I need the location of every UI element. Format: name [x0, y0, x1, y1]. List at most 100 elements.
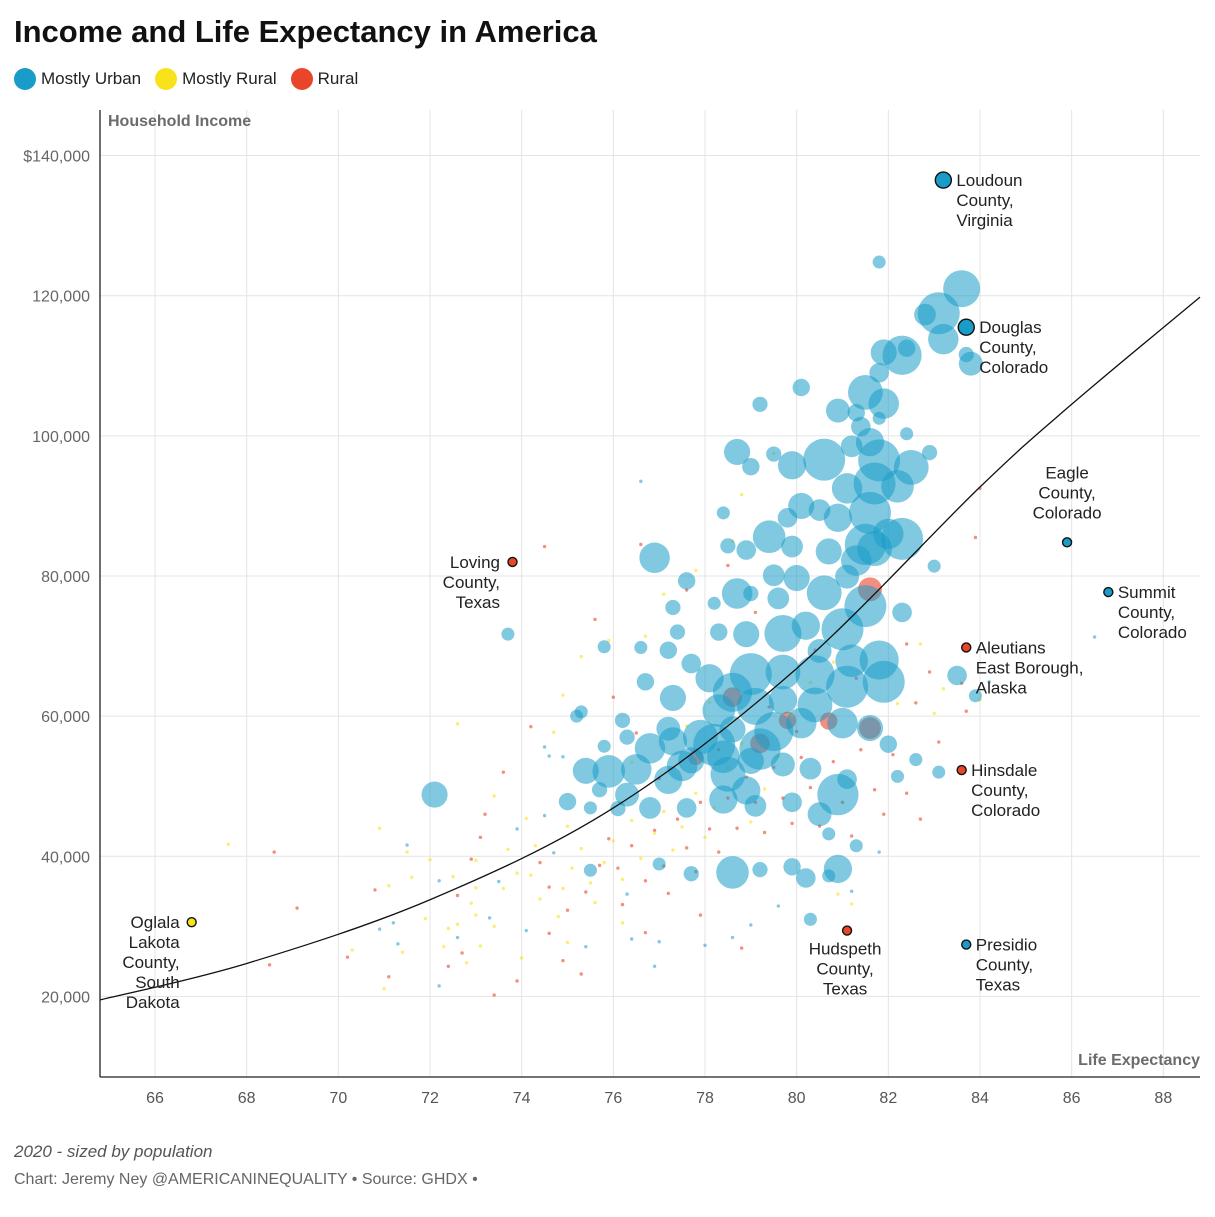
data-point-mostly-rural: [387, 884, 391, 888]
annotation-label-line: Summit: [1118, 583, 1176, 602]
data-point-mostly-urban: [795, 655, 835, 695]
data-point-rural: [726, 563, 730, 568]
data-point-mostly-urban: [629, 937, 634, 941]
data-point-mostly-urban: [659, 684, 686, 711]
data-point-rural: [762, 830, 767, 835]
data-point-rural: [684, 846, 689, 850]
data-point-mostly-urban: [776, 904, 781, 908]
data-point-mostly-rural: [849, 902, 854, 906]
annotation-label-line: Texas: [456, 593, 500, 612]
data-point-mostly-urban: [892, 602, 912, 623]
annotation-label-line: Dakota: [126, 993, 180, 1012]
data-point-mostly-urban: [592, 755, 626, 788]
annotation-label-line: Aleutians: [976, 638, 1046, 657]
data-point-mostly-rural: [611, 839, 616, 843]
data-point-mostly-urban: [870, 339, 897, 366]
data-point-mostly-urban: [716, 856, 749, 889]
y-tick-label: 60,000: [41, 709, 90, 726]
annotated-point: [186, 916, 197, 928]
data-point-mostly-urban: [921, 445, 938, 461]
data-point-mostly-urban: [710, 623, 728, 641]
data-point-mostly-urban: [799, 757, 822, 780]
data-point-mostly-rural: [662, 592, 666, 596]
data-point-mostly-rural: [579, 654, 583, 659]
data-point-mostly-rural: [474, 858, 478, 863]
annotated-point: [957, 318, 975, 336]
data-point-rural: [882, 812, 886, 816]
data-point-rural: [611, 695, 616, 699]
data-point-rural: [698, 800, 703, 805]
data-point-mostly-urban: [927, 559, 941, 573]
data-point-mostly-urban: [782, 792, 802, 813]
data-point-mostly-urban: [803, 438, 846, 481]
data-point-mostly-rural: [529, 873, 533, 877]
data-point-mostly-urban: [391, 921, 396, 925]
data-point-mostly-urban: [487, 916, 492, 920]
data-point-mostly-rural: [492, 924, 496, 929]
data-point-rural: [859, 748, 863, 752]
data-point-mostly-rural: [694, 568, 698, 573]
annotation-label: Summit County, Colorado: [1118, 583, 1187, 642]
data-point-mostly-urban: [639, 479, 643, 484]
data-point-mostly-urban: [856, 714, 884, 742]
data-point-mostly-urban: [542, 745, 547, 749]
data-point-mostly-rural: [918, 642, 923, 646]
data-point-rural: [831, 759, 836, 764]
data-point-rural: [295, 906, 299, 910]
data-point-rural: [707, 827, 712, 831]
data-point-mostly-urban: [807, 802, 832, 827]
data-point-mostly-urban: [817, 773, 859, 816]
data-point-rural: [492, 993, 496, 997]
data-point-mostly-rural: [533, 844, 538, 848]
data-point-mostly-urban: [968, 689, 982, 703]
annotation-label-line: Colorado: [1118, 623, 1187, 642]
data-point-rural: [515, 979, 519, 983]
data-point-mostly-urban: [591, 782, 608, 798]
x-tick-label: 80: [788, 1090, 806, 1107]
data-point-mostly-rural: [620, 921, 625, 925]
legend-label-mostly-rural: Mostly Rural: [182, 69, 277, 88]
data-point-mostly-rural: [451, 874, 455, 879]
annotation-label-line: Hudspeth: [809, 940, 882, 959]
data-point-rural: [927, 670, 932, 674]
data-point-mostly-rural: [639, 856, 643, 861]
data-point-mostly-rural: [377, 826, 382, 830]
data-point-mostly-urban: [720, 538, 736, 554]
data-point-mostly-rural: [506, 847, 510, 851]
annotation-label-line: Virginia: [956, 211, 1013, 230]
data-point-mostly-urban: [455, 935, 460, 940]
data-point-mostly-urban: [752, 396, 768, 412]
data-point-rural: [483, 812, 487, 816]
data-point-mostly-urban: [639, 542, 670, 573]
data-point-mostly-urban: [909, 753, 923, 767]
data-point-mostly-rural: [762, 787, 767, 791]
data-point-mostly-urban: [730, 935, 735, 940]
annotation-label-line: Loving: [450, 553, 500, 572]
data-point-mostly-urban: [739, 728, 781, 770]
data-point-mostly-urban: [890, 769, 905, 783]
data-point-rural: [446, 964, 451, 968]
data-point-rural: [387, 975, 391, 979]
data-point-mostly-urban: [657, 940, 661, 944]
data-point-mostly-rural: [552, 730, 556, 734]
data-point-mostly-urban: [808, 499, 831, 521]
data-point-mostly-rural: [703, 835, 707, 840]
data-point-mostly-urban: [786, 707, 817, 739]
data-point-mostly-urban: [877, 850, 881, 854]
data-point-mostly-urban: [879, 735, 898, 753]
legend: Mostly Urban Mostly Rural Rural: [14, 68, 372, 90]
data-point-rural: [735, 826, 739, 830]
data-point-mostly-rural: [620, 877, 625, 882]
annotation-label-line: Texas: [976, 976, 1020, 995]
data-point-mostly-rural: [423, 916, 428, 921]
data-point-mostly-urban: [849, 839, 863, 853]
x-tick-label: 66: [146, 1090, 164, 1107]
annotation-label: Eagle County, Colorado: [1033, 463, 1102, 522]
data-point-mostly-rural: [680, 825, 684, 829]
data-point-mostly-rural: [469, 901, 473, 905]
data-point-mostly-rural: [524, 816, 528, 821]
annotation-label-line: Hinsdale: [971, 761, 1037, 780]
data-point-mostly-urban: [767, 587, 790, 610]
data-point-rural: [904, 642, 909, 646]
data-point-mostly-urban: [634, 640, 648, 654]
